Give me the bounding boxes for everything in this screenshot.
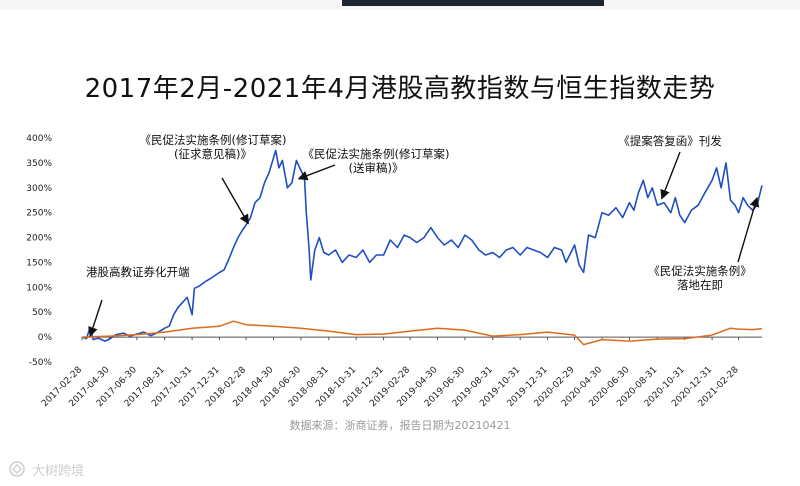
annotation-text: 《民促法实施条例(修订草案) [140, 133, 287, 147]
window-top-strip [0, 0, 800, 10]
watermark: 大树跨境 [8, 459, 84, 479]
annotation-text: (征求意见稿)》 [174, 147, 252, 161]
annotation-arrow [660, 151, 681, 200]
watermark-text: 大树跨境 [32, 463, 85, 479]
data-source-note: 数据来源：浙商证券，报告日期为20210421 [289, 419, 511, 432]
watermark-logo-icon [9, 461, 25, 477]
y-tick-label: 150% [26, 258, 52, 268]
annotation-text: 落地在即 [677, 278, 723, 292]
chart-title: 2017年2月-2021年4月港股高教指数与恒生指数走势 [84, 74, 716, 104]
annotation-text: 《民促法实施条例(修订草案) [303, 147, 450, 161]
annotation-arrow [88, 299, 103, 338]
annotation-text: 港股高教证券化开端 [86, 265, 190, 279]
annotation-arrow [737, 196, 760, 263]
y-tick-label: 0% [38, 333, 53, 343]
annotation-text: 《民促法实施条例》 [648, 264, 752, 278]
series-line-blue [81, 149, 763, 342]
window-header-dark-bar [342, 0, 604, 6]
series-line-orange [81, 320, 763, 346]
annotation-arrow [297, 164, 336, 181]
y-tick-label: 200% [26, 234, 52, 244]
y-tick-label: 300% [26, 184, 52, 194]
y-tick-label: 50% [32, 308, 52, 318]
annotation-text: (送审稿)》 [349, 161, 404, 175]
y-tick-label: 350% [26, 159, 52, 169]
annotation-arrow [221, 177, 249, 225]
annotation-text: 《提案答复函》刊发 [618, 134, 722, 148]
y-tick-label: -50% [29, 358, 53, 368]
y-tick-label: 400% [26, 134, 52, 144]
y-tick-label: 250% [26, 209, 52, 219]
y-tick-label: 100% [26, 283, 52, 293]
